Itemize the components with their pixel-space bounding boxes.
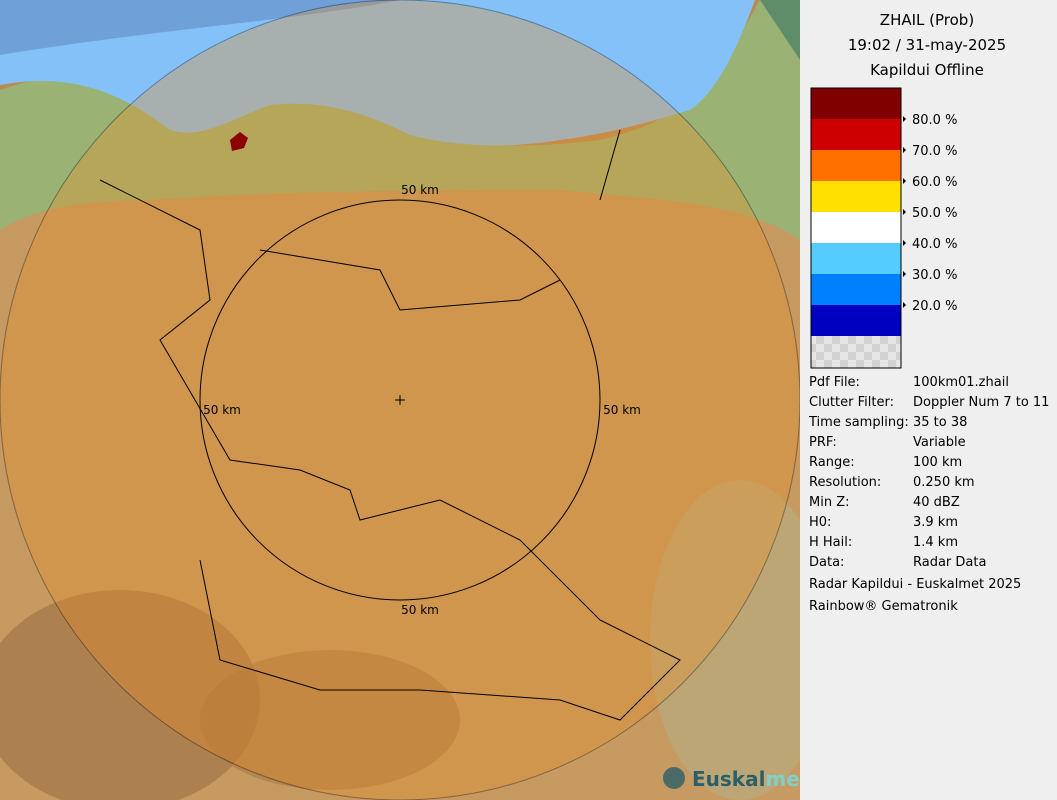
mountains — [200, 650, 460, 790]
sea — [0, 0, 755, 146]
legend-band — [811, 150, 901, 181]
info-label: Pdf File: — [809, 375, 860, 390]
info-value: 1.4 km — [913, 535, 958, 550]
legend-label: 60.0 % — [912, 175, 957, 190]
info-value: Radar Data — [913, 555, 986, 570]
legend-tick — [903, 147, 906, 153]
legend-tick — [903, 271, 906, 277]
no-data-band — [811, 336, 901, 368]
info-label: Range: — [809, 455, 855, 470]
watermark-part: Euskal — [692, 767, 765, 791]
info-label: Data: — [809, 555, 844, 570]
legend-tick — [903, 209, 906, 215]
legend-label: 80.0 % — [912, 113, 957, 128]
radar-map: 50 km 50 km 50 km 50 km Euskalmet — [0, 0, 800, 800]
info-value: 35 to 38 — [913, 415, 967, 430]
legend-label: 40.0 % — [912, 237, 957, 252]
legend-band — [811, 119, 901, 150]
legend-band — [811, 212, 901, 243]
info-value: 0.250 km — [913, 475, 975, 490]
legend-label: 50.0 % — [912, 206, 957, 221]
legend-band — [811, 88, 901, 119]
info-label: H Hail: — [809, 535, 852, 550]
mountains — [0, 590, 260, 800]
coastal-hills — [0, 0, 800, 240]
land — [760, 0, 800, 60]
legend-band — [811, 243, 901, 274]
range-label: 50 km — [401, 183, 439, 197]
legend-band — [811, 274, 901, 305]
legend-frame — [810, 87, 902, 369]
hail-echo — [230, 132, 248, 151]
info-label: PRF: — [809, 435, 837, 450]
info-label: Clutter Filter: — [809, 395, 894, 410]
range-label: 50 km — [603, 403, 641, 417]
legend-label: 20.0 % — [912, 299, 957, 314]
info-value: 100 km — [913, 455, 962, 470]
info-label: Time sampling: — [808, 415, 909, 430]
border — [99, 179, 681, 721]
sidebar: ZHAIL (Prob) 19:02 / 31-may-2025 Kapildui … — [800, 0, 1057, 800]
legend-label: 30.0 % — [912, 268, 957, 283]
info-label: H0: — [809, 515, 831, 530]
logo-icon — [663, 767, 685, 789]
plain — [650, 480, 800, 800]
legend-tick — [903, 240, 906, 246]
info-value: 100km01.zhail — [913, 375, 1009, 390]
info-value: 3.9 km — [913, 515, 958, 530]
info-label: Min Z: — [809, 495, 850, 510]
watermark-part: met — [765, 767, 800, 791]
radar-center — [395, 395, 405, 405]
legend-tick — [903, 178, 906, 184]
info-value: 40 dBZ — [913, 495, 960, 510]
footer-line: Rainbow® Gematronik — [809, 599, 958, 614]
watermark: Euskalmet — [692, 767, 800, 791]
legend-band — [811, 181, 901, 212]
sidebar-panel: ZHAIL (Prob) 19:02 / 31-may-2025 Kapildui … — [808, 11, 1049, 614]
footer-line: Radar Kapildui - Euskalmet 2025 — [809, 577, 1021, 592]
deep-sea — [0, 0, 400, 55]
range-label: 50 km — [401, 603, 439, 617]
range-circle-50 — [199, 199, 601, 601]
border — [259, 129, 621, 311]
legend-label: 70.0 % — [912, 144, 957, 159]
legend-band — [811, 305, 901, 336]
info-label: Resolution: — [809, 475, 881, 490]
header-line: Kapildui Offline — [870, 61, 984, 79]
legend-tick — [903, 116, 906, 122]
info-value: Variable — [913, 435, 966, 450]
header-line: ZHAIL (Prob) — [880, 11, 974, 29]
header-line: 19:02 / 31-may-2025 — [848, 36, 1006, 54]
legend-tick — [903, 302, 906, 308]
info-value: Doppler Num 7 to 11 — [913, 395, 1049, 410]
range-label: 50 km — [203, 403, 241, 417]
